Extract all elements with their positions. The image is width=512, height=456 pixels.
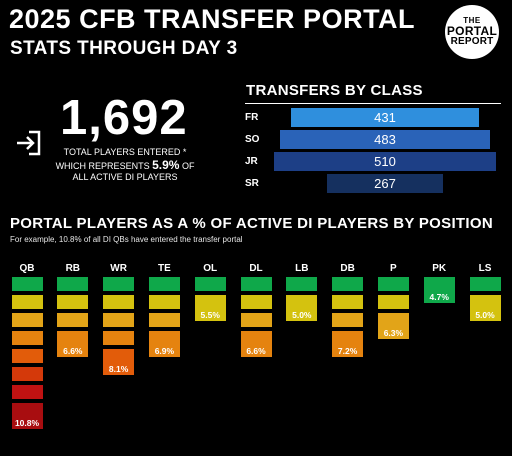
position-cell (11, 313, 43, 327)
represents-prefix: WHICH REPRESENTS (55, 161, 153, 171)
position-cell (148, 277, 180, 291)
position-cell (11, 349, 43, 363)
position-cell (332, 331, 364, 345)
class-section-heading: TRANSFERS BY CLASS (246, 82, 423, 99)
position-value-label: 8.1% (103, 363, 135, 375)
class-label-so: SO (245, 134, 260, 145)
position-cell (57, 313, 89, 327)
position-label: DL (249, 263, 263, 274)
position-value-label: 6.3% (377, 327, 409, 339)
page-subtitle: STATS THROUGH DAY 3 (10, 38, 238, 59)
position-cell (423, 277, 455, 291)
logo-line-2: PORTAL (446, 24, 498, 38)
position-column-ol: OL 5.5% (193, 263, 227, 321)
class-bar-sr: 267 (327, 174, 443, 193)
position-value-label: 5.5% (194, 309, 226, 321)
position-cell (103, 313, 135, 327)
logo-line-3: REPORT (450, 36, 494, 47)
position-cell (148, 313, 180, 327)
position-cell (240, 331, 272, 345)
position-column-p: P 6.3% (376, 263, 410, 339)
position-value-label: 7.2% (332, 345, 364, 357)
represents-percent: 5.9% (152, 158, 180, 172)
position-cell (11, 277, 43, 291)
position-column-db: DB 7.2% (331, 263, 365, 357)
position-label: DB (340, 263, 355, 274)
page-title: 2025 CFB TRANSFER PORTAL (9, 4, 416, 34)
position-cell (148, 331, 180, 345)
position-column-ls: LS 5.0% (468, 263, 502, 321)
position-cell (332, 295, 364, 309)
class-label-jr: JR (245, 156, 258, 167)
position-cell (148, 295, 180, 309)
position-cell (57, 295, 89, 309)
position-cell (332, 313, 364, 327)
position-cell (103, 349, 135, 363)
position-column-lb: LB 5.0% (285, 263, 319, 321)
enter-arrow-icon (17, 130, 41, 156)
position-cell (11, 385, 43, 399)
position-value-label: 6.6% (57, 345, 89, 357)
position-label: WR (110, 263, 127, 274)
active-players-caption: ALL ACTIVE DI PLAYERS (72, 172, 178, 182)
position-cell (469, 277, 501, 291)
position-label: P (390, 263, 397, 274)
represents-line: WHICH REPRESENTS 5.9% OF (50, 158, 200, 172)
class-heading-divider (245, 103, 501, 104)
position-cell (286, 277, 318, 291)
position-cell (103, 331, 135, 345)
position-cell (103, 277, 135, 291)
class-bar-so: 483 (280, 130, 490, 149)
class-bar-jr: 510 (274, 152, 496, 171)
position-label: QB (19, 263, 35, 274)
position-label: PK (432, 263, 447, 274)
position-column-rb: RB 6.6% (56, 263, 90, 357)
position-label: RB (65, 263, 81, 274)
position-cell (194, 277, 226, 291)
position-column-wr: WR 8.1% (102, 263, 136, 375)
position-cell (57, 277, 89, 291)
position-cell (286, 295, 318, 309)
position-cell (103, 295, 135, 309)
total-players-number: 1,692 (60, 91, 188, 145)
represents-suffix: OF (179, 161, 195, 171)
position-cell (240, 277, 272, 291)
position-cell (194, 295, 226, 309)
position-cell (332, 277, 364, 291)
position-cell (377, 313, 409, 327)
position-label: OL (203, 263, 218, 274)
position-column-te: TE 6.9% (147, 263, 181, 357)
position-cell (11, 367, 43, 381)
class-bar-fr: 431 (291, 108, 479, 127)
position-label: LS (478, 263, 492, 274)
logo-line-1: THE (463, 16, 481, 25)
position-cell (11, 331, 43, 345)
position-cell (11, 295, 43, 309)
position-cell (240, 295, 272, 309)
position-cell (469, 295, 501, 309)
position-section-note: For example, 10.8% of all DI QBs have en… (10, 235, 243, 244)
position-value-label: 5.0% (286, 309, 318, 321)
position-cell (240, 313, 272, 327)
position-value-label: 6.6% (240, 345, 272, 357)
position-label: LB (295, 263, 309, 274)
position-value-label: 5.0% (469, 309, 501, 321)
class-label-fr: FR (245, 112, 259, 123)
position-column-qb: QB 10.8% (10, 263, 44, 429)
position-column-dl: DL 6.6% (239, 263, 273, 357)
portal-report-logo: THE PORTAL REPORT (445, 5, 499, 59)
total-players-caption: TOTAL PLAYERS ENTERED * (63, 147, 187, 157)
position-label: TE (158, 263, 171, 274)
position-value-label: 10.8% (11, 417, 43, 429)
class-label-sr: SR (245, 178, 259, 189)
position-column-pk: PK 4.7% (422, 263, 456, 303)
position-cell (377, 295, 409, 309)
position-cell (11, 403, 43, 417)
position-cell (377, 277, 409, 291)
position-value-label: 4.7% (423, 291, 455, 303)
position-section-heading: PORTAL PLAYERS AS A % OF ACTIVE DI PLAYE… (10, 215, 493, 232)
position-value-label: 6.9% (148, 345, 180, 357)
position-cell (57, 331, 89, 345)
